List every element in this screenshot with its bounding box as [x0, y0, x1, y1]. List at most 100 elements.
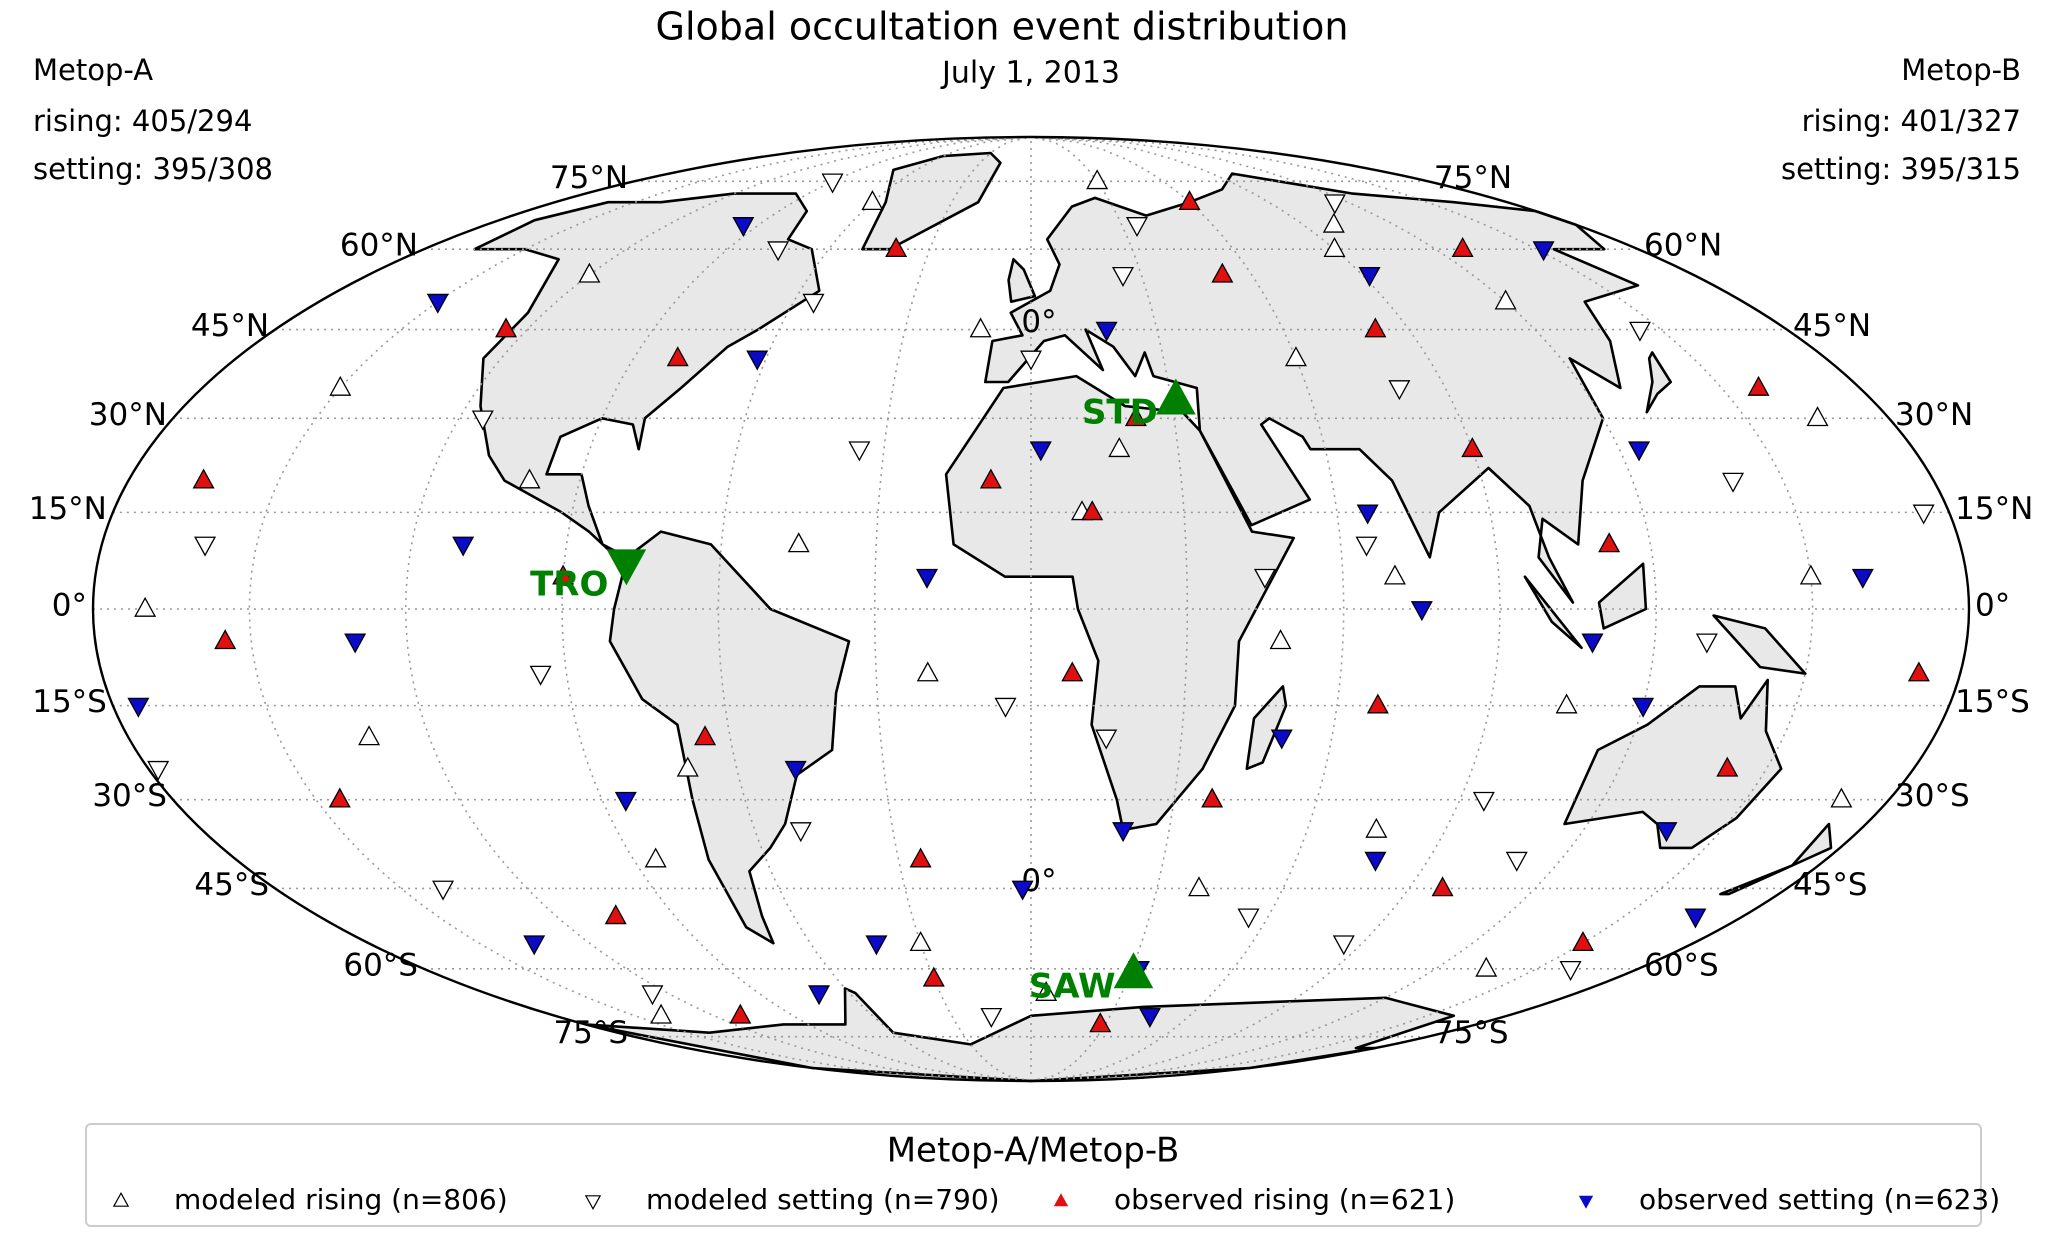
- event-marker: [1201, 787, 1224, 808]
- event-marker: [1799, 564, 1822, 585]
- parallel-label: 75°N: [550, 160, 628, 196]
- event-marker: [1178, 190, 1201, 211]
- station-label: STD: [1082, 393, 1158, 433]
- event-marker: [909, 931, 932, 952]
- event-marker: [1011, 880, 1034, 901]
- parallel-label: 0°: [52, 588, 87, 624]
- parallel-label: 45°S: [194, 867, 269, 903]
- parallel-label: 30°S: [1895, 778, 1970, 814]
- map-outline: [91, 135, 1971, 1083]
- event-marker: [194, 536, 217, 557]
- event-marker: [426, 293, 449, 314]
- event-marker: [1237, 908, 1260, 929]
- land: [1245, 685, 1288, 771]
- event-marker: [432, 880, 455, 901]
- event-marker: [1211, 262, 1234, 283]
- info-name: Metop-A: [33, 53, 153, 87]
- event-marker: [1912, 504, 1935, 525]
- parallel-label: 45°N: [191, 308, 269, 344]
- parallel-label: 75°N: [1434, 160, 1512, 196]
- land: [984, 172, 1640, 604]
- event-marker: [614, 791, 637, 812]
- event-marker: [1124, 406, 1147, 427]
- event-marker: [1388, 380, 1411, 401]
- land: [608, 530, 851, 945]
- event-marker: [802, 293, 825, 314]
- parallel-label: 45°N: [1793, 308, 1871, 344]
- event-marker: [1365, 817, 1388, 838]
- event-marker: [1095, 321, 1118, 342]
- event-marker: [1284, 346, 1307, 367]
- event-marker: [1581, 633, 1604, 654]
- event-marker: [1089, 1012, 1112, 1033]
- event-marker: [1806, 406, 1829, 427]
- event-marker: [1366, 693, 1389, 714]
- parallel-label: 45°S: [1793, 867, 1868, 903]
- event-marker: [1461, 437, 1484, 458]
- legend-label: modeled setting (n=790): [646, 1183, 1000, 1216]
- event-marker: [1269, 629, 1292, 650]
- event-marker: [732, 217, 755, 238]
- event-marker: [134, 596, 157, 617]
- legend-label: observed setting (n=623): [1639, 1183, 2000, 1216]
- event-marker: [529, 665, 552, 686]
- parallel-label: 30°S: [92, 778, 167, 814]
- parallel-label: 15°S: [32, 684, 107, 720]
- event-marker: [1410, 601, 1433, 622]
- event-marker: [1270, 729, 1293, 750]
- event-marker: [1035, 980, 1058, 1001]
- event-marker: [789, 822, 812, 843]
- event-marker: [1187, 876, 1210, 897]
- parallel-label: 30°N: [89, 397, 167, 433]
- event-marker: [729, 1003, 752, 1024]
- info-line: rising: 405/294: [33, 104, 252, 138]
- event-marker: [666, 346, 689, 367]
- event-marker: [994, 697, 1017, 718]
- event-marker: [1655, 822, 1678, 843]
- event-marker: [1628, 441, 1651, 462]
- event-marker: [1355, 536, 1378, 557]
- event-marker: [329, 375, 352, 396]
- event-marker: [344, 633, 367, 654]
- event-marker: [471, 410, 494, 431]
- event-marker: [969, 317, 992, 338]
- event-marker: [980, 1007, 1003, 1028]
- event-marker: [1532, 241, 1555, 262]
- parallel-label: 15°S: [1955, 684, 2030, 720]
- event-marker: [1081, 500, 1104, 521]
- event-marker: [1628, 321, 1651, 342]
- info-name: Metop-B: [1901, 53, 2021, 87]
- event-marker: [1356, 504, 1379, 525]
- event-marker: [644, 847, 667, 868]
- event-marker: [452, 536, 475, 557]
- event-marker: [1475, 956, 1498, 977]
- event-marker: [1555, 693, 1578, 714]
- event-marker: [808, 985, 831, 1006]
- parallel-label: 0°: [1975, 588, 2010, 624]
- parallel-label: 60°N: [340, 228, 418, 264]
- grid-line: [561, 136, 1032, 1082]
- event-marker: [916, 568, 939, 589]
- event-marker: [1695, 633, 1718, 654]
- event-marker: [523, 935, 546, 956]
- station-marker: [1113, 952, 1154, 989]
- land: [1645, 351, 1672, 414]
- event-marker: [518, 468, 541, 489]
- event-marker: [147, 760, 170, 781]
- event-marker: [1571, 931, 1594, 952]
- event-marker: [1323, 194, 1346, 215]
- parallel-label: 60°S: [343, 947, 418, 983]
- event-marker: [1061, 661, 1084, 682]
- grid-line: [1030, 136, 1345, 1082]
- legend-label: observed rising (n=621): [1114, 1183, 1455, 1216]
- event-marker: [1830, 787, 1853, 808]
- event-marker: [1559, 960, 1582, 981]
- land: [473, 192, 821, 559]
- event-marker: [1494, 289, 1517, 310]
- event-marker: [1598, 532, 1621, 553]
- event-marker: [979, 468, 1002, 489]
- grid-line: [717, 136, 1032, 1082]
- grid-line: [1030, 136, 1501, 1082]
- parallel-label: 15°N: [29, 491, 107, 527]
